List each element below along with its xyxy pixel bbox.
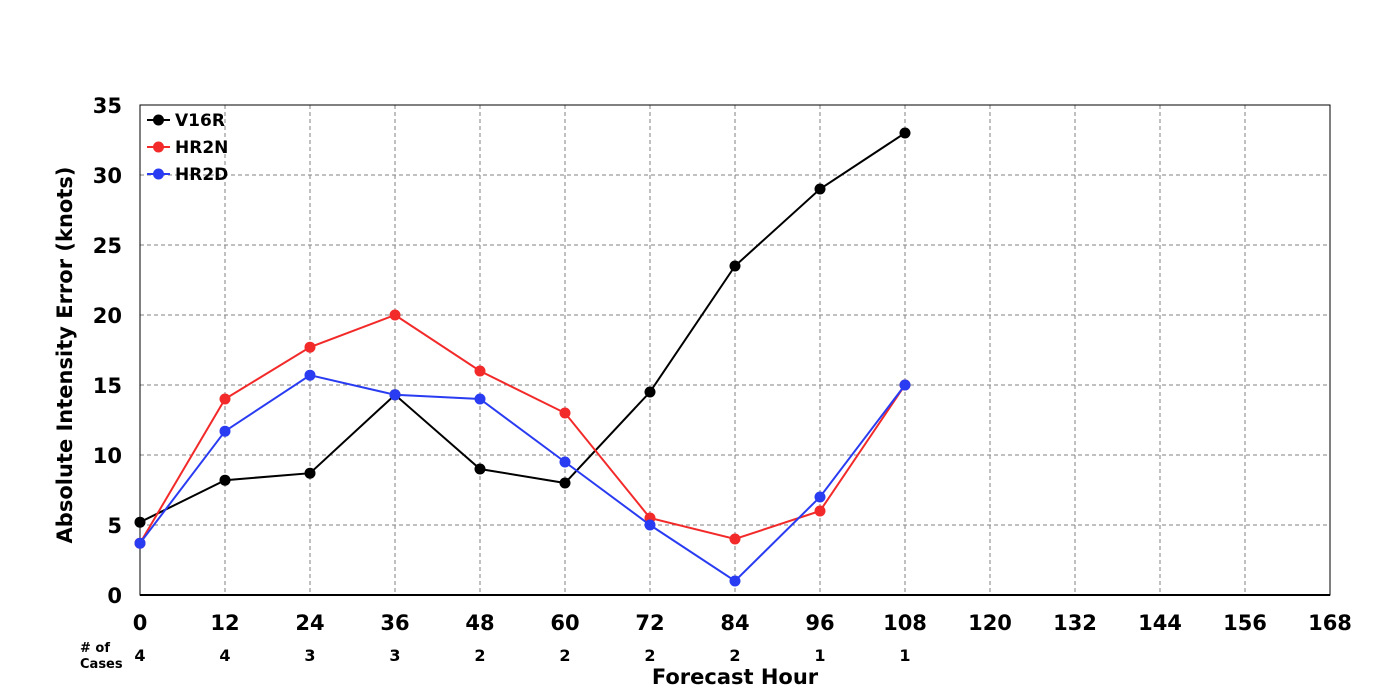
- legend-marker: [153, 168, 164, 180]
- legend-entry: HR2N: [147, 138, 228, 158]
- data-point: [304, 341, 316, 353]
- data-point: [219, 474, 231, 486]
- x-tick-label: 168: [1308, 611, 1352, 635]
- y-tick-label: 15: [93, 374, 122, 398]
- data-point: [474, 463, 486, 475]
- case-count: 2: [644, 646, 655, 665]
- data-point: [304, 369, 316, 381]
- legend-entry: HR2D: [147, 165, 228, 185]
- x-tick-label: 132: [1053, 611, 1097, 635]
- x-tick-label: 36: [380, 611, 409, 635]
- y-tick-label: 25: [93, 234, 122, 258]
- x-axis-label: Forecast Hour: [652, 665, 819, 689]
- x-tick-label: 72: [635, 611, 664, 635]
- data-point: [729, 533, 741, 545]
- data-point: [899, 127, 911, 139]
- series-line: [139, 132, 906, 524]
- data-point: [304, 467, 316, 479]
- y-tick-label: 35: [93, 94, 122, 118]
- case-count: 3: [389, 646, 400, 665]
- case-count: 2: [559, 646, 570, 665]
- data-point: [219, 425, 231, 437]
- x-tick-label: 12: [210, 611, 239, 635]
- data-point: [134, 537, 146, 549]
- case-count: 4: [134, 646, 145, 665]
- series-v16r: [134, 127, 911, 528]
- data-point: [474, 365, 486, 377]
- x-tick-label: 96: [805, 611, 834, 635]
- y-ticks: 0 5 10 15 20 25 30 35: [93, 94, 122, 608]
- data-point: [899, 379, 911, 391]
- case-count: 2: [729, 646, 740, 665]
- data-point: [729, 260, 741, 272]
- grid: [140, 105, 1330, 595]
- x-tick-label: 144: [1138, 611, 1182, 635]
- legend-marker: [153, 114, 164, 126]
- data-point: [814, 183, 826, 195]
- y-tick-label: 0: [107, 584, 122, 608]
- data-point: [219, 393, 231, 405]
- case-count: 3: [304, 646, 315, 665]
- series-layer: [134, 127, 911, 587]
- x-tick-label: 24: [295, 611, 324, 635]
- data-point: [134, 516, 146, 528]
- x-tick-label: 108: [883, 611, 927, 635]
- x-ticks: 0 12 24 36 48 60 72 84 96 108 120 132 144 156 168: [133, 611, 1352, 635]
- x-tick-label: 48: [465, 611, 494, 635]
- legend-marker: [153, 141, 164, 153]
- data-point: [559, 407, 571, 419]
- series-line: [139, 374, 906, 583]
- cases-label: Cases: [80, 657, 123, 672]
- x-tick-label: 0: [133, 611, 148, 635]
- series-hr2n: [134, 309, 911, 549]
- data-point: [814, 505, 826, 517]
- legend: V16R HR2N HR2D: [147, 111, 228, 185]
- data-point: [644, 386, 656, 398]
- data-point: [389, 389, 401, 401]
- x-tick-label: 120: [968, 611, 1012, 635]
- y-tick-label: 20: [93, 304, 122, 328]
- y-tick-label: 10: [93, 444, 122, 468]
- legend-entry: V16R: [147, 111, 225, 131]
- case-count: 4: [219, 646, 230, 665]
- data-point: [559, 477, 571, 489]
- y-tick-label: 30: [93, 164, 122, 188]
- series-line: [139, 313, 906, 544]
- data-point: [559, 456, 571, 468]
- case-count: 1: [814, 646, 825, 665]
- series-hr2d: [134, 369, 911, 587]
- legend-label: HR2N: [175, 138, 228, 158]
- case-count: 2: [474, 646, 485, 665]
- y-axis-label: Absolute Intensity Error (knots): [53, 167, 77, 544]
- data-point: [814, 491, 826, 503]
- legend-label: HR2D: [175, 165, 228, 185]
- data-point: [474, 393, 486, 405]
- cases-row: # of Cases 4 4 3 3 2 2 2 2 1 1: [80, 641, 911, 672]
- x-tick-label: 60: [550, 611, 579, 635]
- cases-label: # of: [80, 641, 110, 656]
- x-tick-label: 84: [720, 611, 749, 635]
- data-point: [389, 309, 401, 321]
- data-point: [729, 575, 741, 587]
- y-tick-label: 5: [107, 514, 122, 538]
- x-tick-label: 156: [1223, 611, 1267, 635]
- legend-label: V16R: [175, 111, 225, 131]
- case-count: 1: [899, 646, 910, 665]
- data-point: [644, 519, 656, 531]
